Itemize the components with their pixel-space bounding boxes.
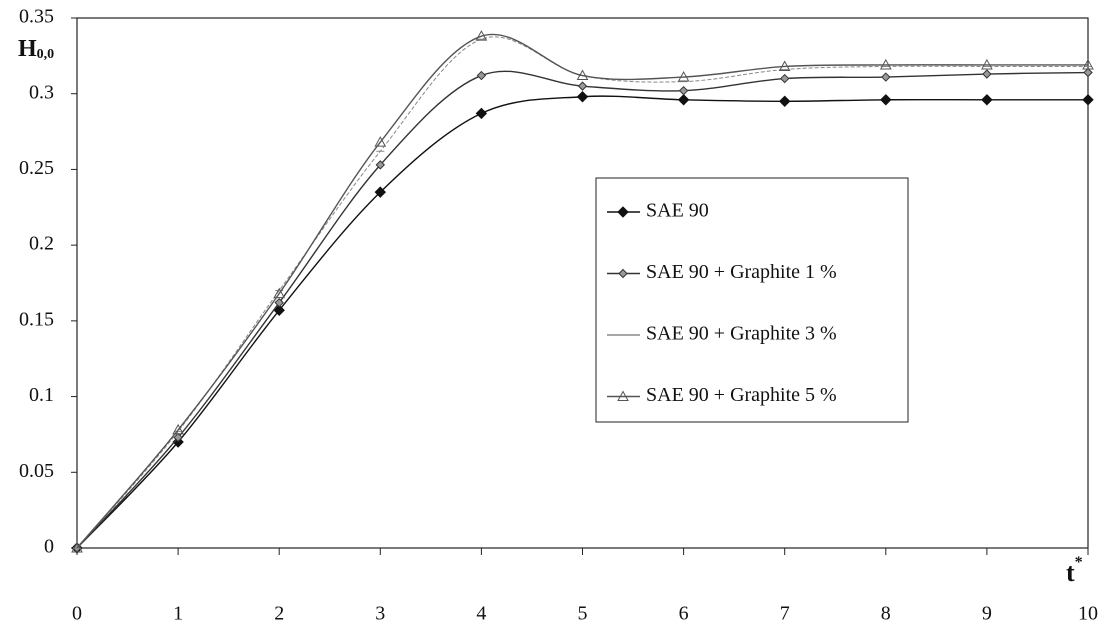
marker xyxy=(576,91,589,103)
series-line xyxy=(76,70,1089,549)
x-tick-label: 5 xyxy=(578,603,588,624)
marker xyxy=(981,94,993,106)
x-tick-label: 7 xyxy=(780,603,790,624)
x-tick-label: 4 xyxy=(476,603,486,624)
marker xyxy=(172,423,184,435)
legend-label: SAE 90 + Graphite 1 % xyxy=(646,261,837,283)
legend-label: SAE 90 + Graphite 5 % xyxy=(646,384,837,406)
y-tick-label: 0.15 xyxy=(19,308,54,330)
y-label-main: H xyxy=(18,36,37,62)
legend-marker xyxy=(617,206,629,218)
marker xyxy=(879,58,892,70)
marker xyxy=(475,30,488,41)
marker xyxy=(880,94,892,106)
y-tick-label: 0.1 xyxy=(29,384,54,406)
x-tick-label: 3 xyxy=(375,603,385,624)
x-tick-label: 9 xyxy=(982,603,992,624)
marker xyxy=(274,297,284,308)
x-tick-label: 2 xyxy=(274,603,284,624)
y-tick-label: 0.3 xyxy=(29,81,54,103)
legend-label: SAE 90 + Graphite 3 % xyxy=(646,323,837,345)
x-label-sup: * xyxy=(1075,554,1083,571)
marker xyxy=(1082,58,1094,70)
marker xyxy=(173,432,183,443)
legend-marker xyxy=(618,268,628,279)
marker xyxy=(677,71,690,82)
y-tick-label: 0 xyxy=(44,536,54,558)
marker xyxy=(881,72,891,82)
marker xyxy=(576,69,589,81)
marker xyxy=(577,81,588,91)
marker xyxy=(374,136,387,147)
marker xyxy=(778,95,791,107)
y-tick-label: 0.35 xyxy=(19,6,54,28)
x-tick-label: 0 xyxy=(72,603,82,624)
legend-label: SAE 90 xyxy=(646,200,709,222)
x-axis-label: t* xyxy=(1066,554,1083,587)
marker xyxy=(1083,67,1093,78)
x-label-main: t xyxy=(1066,558,1075,587)
x-tick-label: 10 xyxy=(1078,603,1098,624)
x-tick-label: 6 xyxy=(679,603,689,624)
marker xyxy=(273,287,286,299)
marker xyxy=(678,85,689,96)
marker xyxy=(273,304,285,316)
y-tick-label: 0.2 xyxy=(29,233,54,255)
series-line xyxy=(76,95,1088,549)
marker xyxy=(779,73,790,84)
series-line xyxy=(76,36,1088,549)
marker xyxy=(1082,94,1094,106)
marker xyxy=(476,70,487,81)
y-axis-label: H0,0 xyxy=(18,36,54,63)
marker xyxy=(677,94,690,106)
marker xyxy=(778,60,791,71)
marker xyxy=(982,69,992,79)
y-tick-label: 0.05 xyxy=(19,460,54,482)
marker xyxy=(71,541,83,553)
series-line xyxy=(76,33,1088,549)
marker xyxy=(375,160,386,170)
marker xyxy=(475,107,488,120)
y-label-sub: 0,0 xyxy=(37,47,55,62)
marker xyxy=(374,186,387,198)
legend-box xyxy=(595,177,909,423)
x-tick-label: 8 xyxy=(881,603,891,624)
y-tick-label: 0.25 xyxy=(19,157,54,179)
marker xyxy=(981,58,993,70)
legend-marker xyxy=(617,390,629,401)
x-tick-label: 1 xyxy=(173,603,183,624)
